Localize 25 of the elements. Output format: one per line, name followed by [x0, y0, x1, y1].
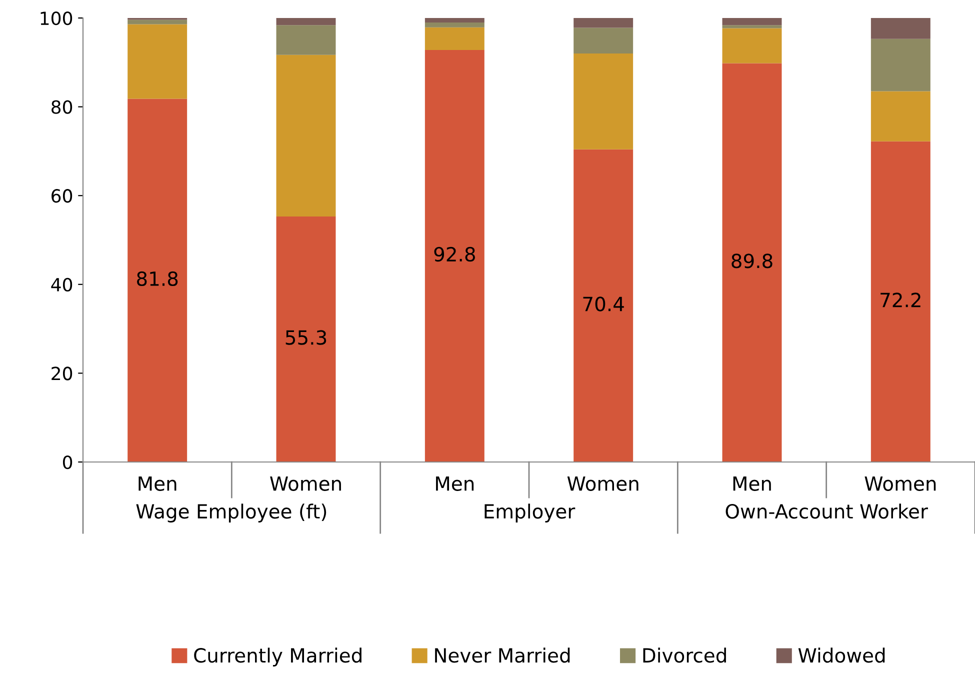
legend-label: Never Married	[435, 648, 570, 663]
x-tick-label: Women	[270, 476, 341, 491]
y-tick-label: 80	[52, 100, 72, 114]
x-tick-label: Women	[567, 476, 638, 491]
x-tick-label: Men	[733, 476, 771, 491]
text: Wage Employee (ft)	[136, 504, 326, 522]
text: Own-Account Worker	[726, 504, 928, 519]
text: Employer	[484, 504, 576, 522]
data-label: 92.8	[434, 246, 475, 262]
legend-label: Divorced	[643, 648, 726, 663]
data-label: 70.4	[583, 296, 624, 312]
x-tick-label: Women	[864, 476, 936, 491]
data-label: 89.8	[732, 254, 772, 268]
y-tick-label: 20	[52, 366, 72, 380]
data-label: 55.3	[286, 330, 326, 345]
x-tick-label: Men	[138, 476, 176, 491]
y-tick-label: 60	[52, 189, 72, 203]
y-tick-label: 100	[40, 11, 72, 26]
data-label: 72.2	[880, 292, 920, 308]
legend-label: Widowed	[798, 648, 885, 663]
y-tick-label: 40	[51, 278, 72, 292]
x-tick-label: Men	[436, 476, 474, 491]
data-label: 81.8	[137, 271, 178, 286]
legend-label: Currently Married	[194, 648, 362, 666]
y-tick-label: 0	[62, 455, 72, 470]
